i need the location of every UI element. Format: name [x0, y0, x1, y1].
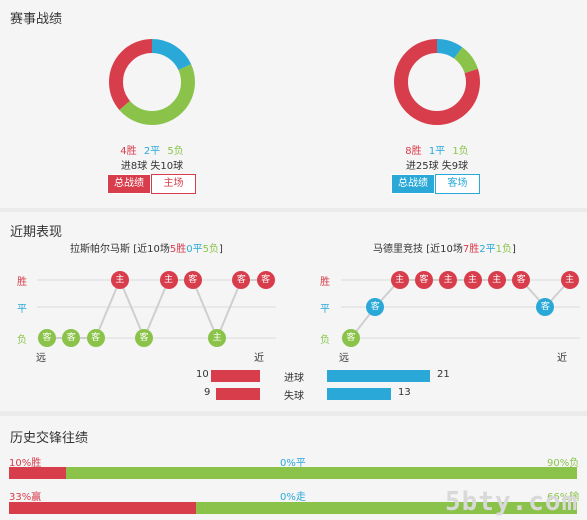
left-form-marker: 主	[110, 271, 129, 289]
left-form-marker: 客	[183, 271, 202, 289]
h2h-cover-pct: 33%赢	[9, 492, 42, 503]
left-goals-for-value: 10	[196, 369, 209, 380]
tab-home-left[interactable]: 主场	[151, 174, 196, 194]
right-form-marker: 客	[414, 271, 433, 289]
right-form-marker: 主	[463, 271, 482, 289]
tab-total-record-right[interactable]: 总战绩	[391, 174, 435, 194]
left-row-label-loss: 负	[17, 335, 27, 346]
left-record-line: 4胜 2平 5负	[82, 142, 222, 157]
right-goals-for-bar	[327, 370, 430, 382]
left-form-marker: 客	[232, 271, 251, 289]
left-record-toggle: 总战绩 主场	[107, 174, 196, 194]
right-team-name: 马德里竞技	[373, 244, 423, 255]
right-goals-for-value: 21	[437, 369, 450, 380]
right-goals-against-bar	[327, 388, 391, 400]
right-form-marker: 客	[512, 271, 531, 289]
right-record-line: 8胜 1平 1负	[367, 142, 507, 157]
left-form-marker: 主	[208, 329, 227, 347]
right-recent-title: 马德里竞技 [近10场7胜2平1负]	[373, 244, 516, 255]
h2h-draw-pct: 0%平	[280, 458, 306, 469]
right-donut-win-slice	[394, 39, 480, 125]
left-goals-against-value: 9	[204, 387, 211, 398]
left-form-marker: 客	[86, 329, 105, 347]
right-form-marker: 主	[560, 271, 579, 289]
watermark-logo: 5bty.com	[445, 487, 579, 517]
section-title-overall: 赛事战绩	[10, 12, 63, 27]
left-axis-far: 远	[36, 353, 46, 364]
left-form-marker: 客	[62, 329, 81, 347]
tab-away-right[interactable]: 客场	[435, 174, 480, 194]
left-goals-line: 进8球 失10球	[120, 161, 184, 172]
tab-total-record-left[interactable]: 总战绩	[107, 174, 151, 194]
left-team-name: 拉斯帕尔马斯	[70, 244, 130, 255]
left-team-record-donut	[109, 39, 195, 125]
section-title-recent: 近期表现	[10, 225, 63, 240]
right-axis-far: 远	[339, 353, 349, 364]
goals-against-label: 失球	[284, 391, 304, 402]
h2h-loss-pct: 90%负	[547, 458, 580, 469]
left-form-line	[47, 277, 266, 341]
left-draws: 2平	[143, 146, 161, 157]
overall-record-panel: 赛事战绩 4胜 2平 5负 进8球 失10球 总战绩 主场 8胜 1平 1负 进…	[0, 0, 587, 208]
left-goals-against-bar	[215, 388, 260, 400]
right-record-toggle: 总战绩 客场	[391, 174, 480, 194]
left-form-marker: 主	[159, 271, 178, 289]
left-goals-for-bar	[210, 370, 260, 382]
left-donut-loss-slice	[109, 39, 195, 125]
left-donut-win-slice	[109, 39, 195, 125]
section-title-history: 历史交锋往绩	[10, 431, 89, 446]
right-team-record-donut	[394, 39, 480, 125]
h2h-handicap-bar	[9, 502, 577, 514]
right-row-label-win: 胜	[320, 277, 330, 288]
right-form-marker: 客	[342, 329, 360, 347]
h2h-push-pct: 0%走	[280, 492, 306, 503]
right-form-marker: 客	[536, 298, 555, 316]
right-form-marker: 主	[439, 271, 458, 289]
right-draws: 1平	[428, 146, 446, 157]
left-form-marker: 客	[38, 329, 56, 347]
right-form-line	[350, 279, 571, 339]
h2h-result-bar	[9, 467, 577, 479]
left-axis-near: 近	[254, 353, 264, 364]
left-losses: 5负	[167, 146, 184, 157]
right-form-marker: 客	[366, 298, 385, 316]
left-recent-title: 拉斯帕尔马斯 [近10场5胜0平5负]	[70, 244, 223, 255]
right-form-marker: 主	[487, 271, 506, 289]
left-row-label-draw: 平	[17, 304, 27, 315]
h2h-lose-pct: 66%输	[547, 492, 580, 503]
h2h-win-fill	[9, 467, 66, 479]
recent-form-panel: 近期表现 拉斯帕尔马斯 [近10场5胜0平5负] 马德里竞技 [近10场7胜2平…	[0, 212, 587, 411]
right-goals-line: 进25球 失9球	[405, 161, 469, 172]
right-row-label-draw: 平	[320, 304, 330, 315]
right-losses: 1负	[452, 146, 469, 157]
left-form-marker: 客	[256, 271, 275, 289]
goals-for-label: 进球	[284, 373, 304, 384]
left-wins: 4胜	[120, 146, 137, 157]
h2h-cover-fill	[9, 502, 197, 514]
right-form-marker: 主	[390, 271, 409, 289]
right-axis-near: 近	[557, 353, 567, 364]
right-wins: 8胜	[405, 146, 422, 157]
right-goals-against-value: 13	[398, 387, 411, 398]
right-row-label-loss: 负	[320, 335, 330, 346]
left-row-label-win: 胜	[17, 277, 27, 288]
head-to-head-panel: 历史交锋往绩 10%胜 0%平 90%负 33%赢 0%走 66%输 5bty.…	[0, 416, 587, 520]
left-form-marker: 客	[135, 329, 154, 347]
h2h-win-pct: 10%胜	[9, 458, 42, 469]
